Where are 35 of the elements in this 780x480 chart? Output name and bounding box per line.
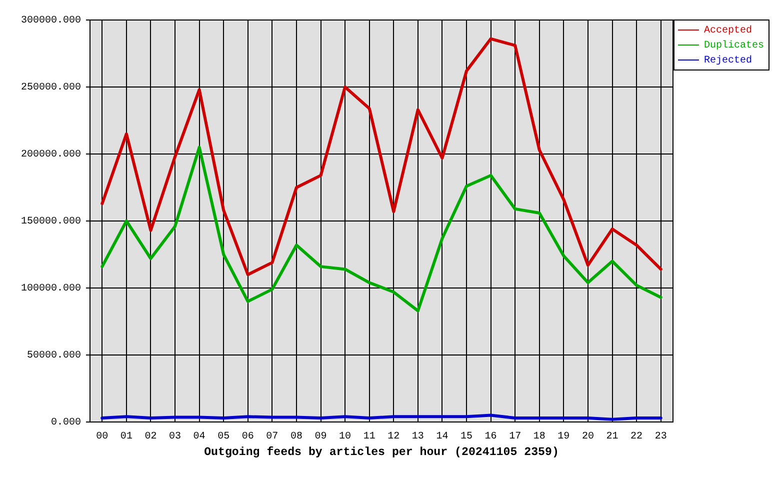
x-axis-title: Outgoing feeds by articles per hour (20241105 2359) [204, 446, 559, 459]
x-tick-label: 12 [388, 432, 400, 443]
x-tick-label: 06 [242, 432, 254, 443]
x-tick-label: 19 [558, 432, 570, 443]
y-tick-label: 150000.000 [20, 216, 81, 228]
y-tick-label: 250000.000 [20, 82, 81, 94]
legend-label: Duplicates [704, 40, 764, 52]
x-tick-label: 01 [120, 432, 132, 443]
x-tick-label: 11 [363, 432, 376, 443]
legend-label: Rejected [704, 54, 752, 67]
x-tick-label: 03 [169, 432, 182, 443]
x-tick-label: 13 [412, 432, 424, 443]
x-tick-label: 09 [314, 432, 327, 443]
x-tick-label: 23 [654, 432, 667, 443]
x-tick-label: 02 [144, 432, 157, 443]
x-tick-label: 18 [533, 432, 546, 443]
x-tick-label: 14 [436, 432, 448, 443]
x-tick-label: 20 [582, 432, 594, 443]
y-tick-label: 0.000 [50, 418, 81, 429]
y-tick-label: 300000.000 [20, 16, 81, 27]
legend-label: Accepted [704, 24, 752, 37]
x-tick-label: 16 [484, 432, 497, 443]
x-tick-label: 05 [218, 432, 230, 443]
x-tick-label: 22 [630, 432, 643, 443]
y-tick-label: 200000.000 [20, 150, 81, 161]
x-tick-label: 00 [96, 432, 108, 443]
x-tick-label: 15 [460, 432, 473, 443]
y-tick-label: 100000.000 [20, 284, 81, 295]
x-tick-label: 21 [606, 432, 618, 443]
y-tick-label: 50000.000 [26, 350, 81, 362]
x-tick-label: 04 [193, 432, 206, 443]
x-tick-label: 10 [339, 432, 352, 443]
x-tick-label: 08 [290, 432, 302, 443]
x-tick-label: 17 [509, 432, 522, 443]
x-tick-label: 07 [266, 432, 278, 443]
